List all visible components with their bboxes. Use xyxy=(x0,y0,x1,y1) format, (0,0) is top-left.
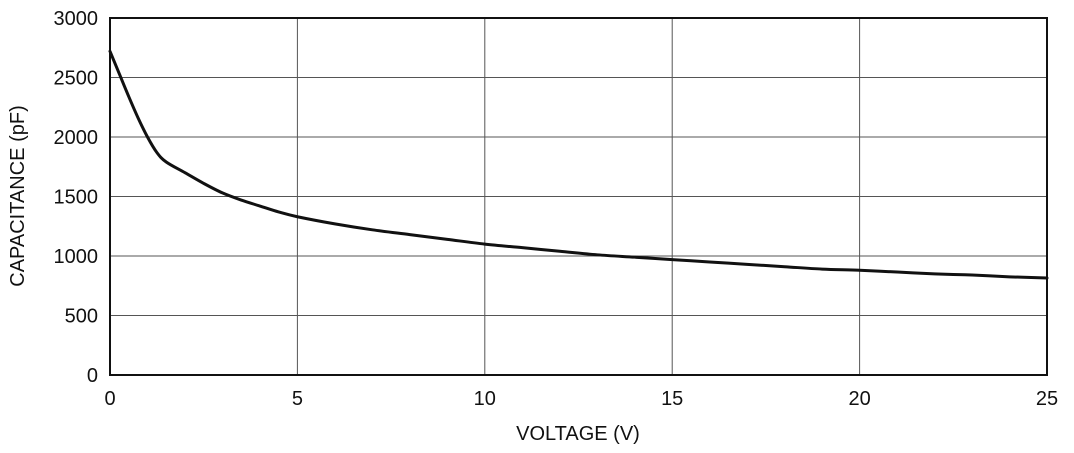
capacitance-curve xyxy=(108,49,1049,280)
y-tick-label: 2000 xyxy=(54,127,99,149)
x-tick-labels: 0 5 10 15 20 25 xyxy=(104,388,1058,410)
y-axis-title: CAPACITANCE (pF) xyxy=(7,105,29,287)
x-tick-label: 15 xyxy=(661,388,683,410)
x-tick-label: 5 xyxy=(292,388,303,410)
plot-frame xyxy=(109,17,1048,376)
x-axis-title: VOLTAGE (V) xyxy=(516,423,640,445)
y-tick-label: 500 xyxy=(65,306,98,328)
y-tick-label: 1500 xyxy=(54,187,99,209)
x-tick-label: 25 xyxy=(1036,388,1058,410)
grid-lines xyxy=(110,18,1047,375)
y-tick-labels: 0 500 1000 1500 2000 2500 3000 xyxy=(54,8,99,387)
y-tick-label: 3000 xyxy=(54,8,99,30)
x-tick-label: 20 xyxy=(848,388,870,410)
x-tick-label: 0 xyxy=(104,388,115,410)
series-layer xyxy=(108,49,1049,280)
y-tick-label: 2500 xyxy=(54,68,99,90)
y-tick-label: 0 xyxy=(87,365,98,387)
x-tick-label: 10 xyxy=(474,388,496,410)
y-tick-label: 1000 xyxy=(54,246,99,268)
